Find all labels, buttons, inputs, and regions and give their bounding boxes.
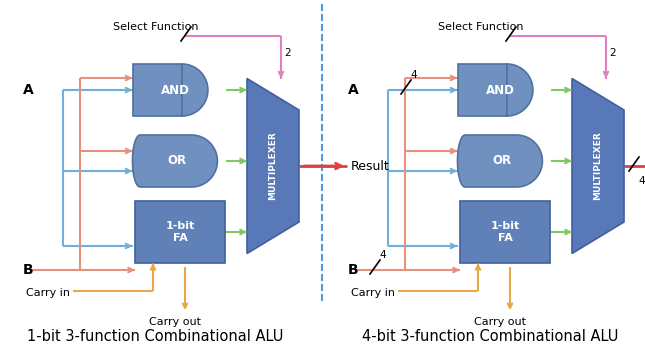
Text: 2: 2	[609, 48, 615, 58]
Text: 2: 2	[284, 48, 291, 58]
Polygon shape	[247, 79, 299, 253]
Text: B: B	[23, 263, 34, 277]
Text: OR: OR	[168, 155, 186, 168]
Text: 1-bit
FA: 1-bit FA	[490, 221, 520, 243]
Polygon shape	[572, 79, 624, 253]
Text: Select Function: Select Function	[438, 22, 524, 32]
Polygon shape	[457, 135, 542, 187]
Text: A: A	[348, 83, 359, 97]
Polygon shape	[507, 64, 533, 116]
Text: OR: OR	[493, 155, 511, 168]
Text: 1-bit 3-function Combinational ALU: 1-bit 3-function Combinational ALU	[27, 329, 283, 344]
Text: Select Function: Select Function	[114, 22, 199, 32]
Text: Carry in: Carry in	[351, 288, 395, 298]
Text: MULTIPLEXER: MULTIPLEXER	[593, 132, 602, 200]
Text: B: B	[348, 263, 359, 277]
Text: Carry in: Carry in	[26, 288, 70, 298]
Text: Result: Result	[351, 159, 390, 173]
FancyBboxPatch shape	[135, 201, 225, 263]
Text: 4: 4	[379, 250, 386, 260]
Polygon shape	[132, 64, 182, 116]
Text: AND: AND	[486, 84, 515, 96]
Polygon shape	[182, 64, 208, 116]
Text: Carry out: Carry out	[474, 317, 526, 327]
Text: MULTIPLEXER: MULTIPLEXER	[268, 132, 277, 200]
Text: 4-bit 3-function Combinational ALU: 4-bit 3-function Combinational ALU	[362, 329, 618, 344]
Polygon shape	[132, 135, 217, 187]
Text: 4: 4	[410, 70, 417, 80]
Polygon shape	[457, 64, 507, 116]
Text: Carry out: Carry out	[149, 317, 201, 327]
Text: A: A	[23, 83, 34, 97]
Text: AND: AND	[161, 84, 190, 96]
FancyBboxPatch shape	[460, 201, 550, 263]
Text: 1-bit
FA: 1-bit FA	[165, 221, 195, 243]
Text: 4: 4	[638, 176, 644, 186]
